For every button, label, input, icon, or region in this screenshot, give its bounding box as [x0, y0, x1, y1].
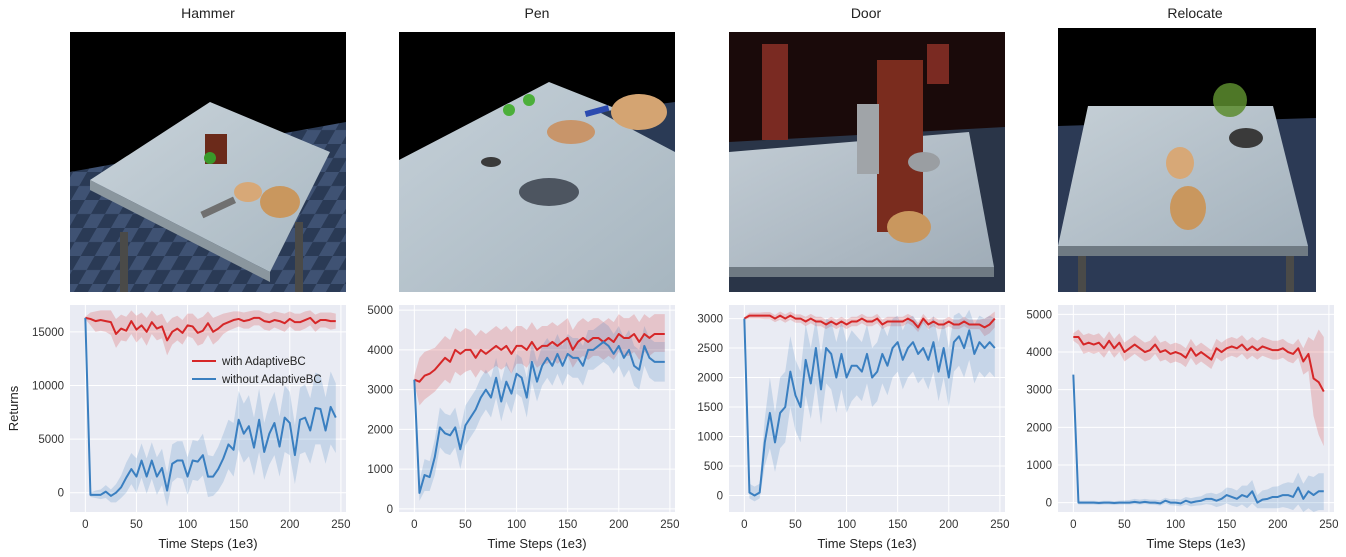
- series-line: [413, 333, 665, 383]
- plot-background: [729, 305, 1005, 512]
- x-axis-label: Time Steps (1e3): [158, 536, 257, 551]
- plot-background: [399, 305, 675, 512]
- series-line: [743, 318, 996, 497]
- plot-background: [1058, 305, 1334, 512]
- x-tick-label: 0: [1070, 519, 1076, 531]
- relocate-scene-image: [1058, 28, 1316, 292]
- series-line: [1072, 374, 1324, 505]
- series-line: [1073, 335, 1325, 393]
- x-axis-label: Time Steps (1e3): [1146, 536, 1245, 551]
- y-tick-label: 15000: [32, 327, 64, 339]
- x-tick-label: 150: [1217, 519, 1236, 531]
- x-tick-label: 150: [888, 519, 907, 531]
- y-tick-label: 0: [58, 488, 64, 500]
- relocate-returns-plot: 0 50 100 150 200 250 0 1000 2000 3000 4000 5000 Time…: [1026, 305, 1338, 551]
- confidence-band: [414, 314, 665, 406]
- door-returns-plot: 0 50 100 150 200 250050010001500200025003000T…: [697, 305, 1009, 551]
- x-tick-label: 200: [280, 519, 299, 531]
- x-tick-label: 200: [609, 519, 628, 531]
- x-tick-label: 250: [1319, 519, 1338, 531]
- x-tick-label: 150: [558, 519, 577, 531]
- y-tick-label: 0: [1046, 498, 1052, 510]
- confidence-band: [85, 316, 336, 507]
- y-tick-label: 5000: [1026, 309, 1052, 321]
- hammer-returns-plot: 0 50 100 150 200 250 0 5000 10000 15000 Time Steps…: [6, 305, 350, 551]
- y-tick-label: 3000: [697, 314, 723, 326]
- panel-title-pen: Pen: [524, 5, 550, 21]
- x-tick-label: 200: [1268, 519, 1287, 531]
- legend-entry: with AdaptiveBC: [221, 356, 306, 368]
- y-tick-label: 4000: [1026, 347, 1052, 359]
- x-tick-label: 0: [741, 519, 747, 531]
- y-axis-label: Returns: [6, 385, 21, 431]
- x-tick-label: 50: [1118, 519, 1131, 531]
- panel-title-relocate: Relocate: [1167, 5, 1223, 21]
- y-tick-label: 10000: [32, 380, 64, 392]
- panel-title-door: Door: [850, 5, 882, 21]
- y-tick-label: 2000: [697, 373, 723, 385]
- x-tick-label: 250: [331, 519, 350, 531]
- x-tick-label: 250: [990, 519, 1009, 531]
- panel-title-hammer: Hammer: [181, 5, 235, 21]
- y-tick-label: 0: [387, 504, 393, 516]
- x-tick-label: 100: [1166, 519, 1185, 531]
- x-tick-label: 100: [507, 519, 526, 531]
- x-tick-label: 50: [459, 519, 472, 531]
- y-tick-label: 1000: [697, 432, 723, 444]
- y-tick-label: 5000: [367, 305, 393, 317]
- x-tick-label: 100: [178, 519, 197, 531]
- y-tick-label: 1500: [697, 402, 723, 414]
- x-tick-label: 200: [939, 519, 958, 531]
- confidence-band: [744, 311, 995, 337]
- pen-returns-plot: 0 50 100 150 200 250 0 1000 2000 3000 4000 5000 Time…: [367, 305, 679, 551]
- y-tick-label: 500: [704, 461, 723, 473]
- x-tick-label: 50: [130, 519, 143, 531]
- confidence-band: [414, 322, 665, 501]
- door-scene-image: [729, 32, 1005, 292]
- y-tick-label: 1000: [1026, 460, 1052, 472]
- series-line: [84, 317, 337, 497]
- y-tick-label: 2000: [367, 424, 393, 436]
- x-tick-label: 100: [837, 519, 856, 531]
- x-tick-label: 0: [82, 519, 88, 531]
- y-tick-label: 2500: [697, 343, 723, 355]
- y-tick-label: 3000: [1026, 385, 1052, 397]
- x-tick-label: 50: [789, 519, 802, 531]
- x-tick-label: 0: [411, 519, 417, 531]
- y-tick-label: 0: [717, 490, 723, 502]
- series-line: [413, 340, 665, 494]
- y-tick-label: 4000: [367, 345, 393, 357]
- confidence-band: [744, 309, 995, 502]
- hammer-scene-image: [70, 32, 346, 292]
- series-line: [743, 314, 996, 329]
- x-axis-label: Time Steps (1e3): [817, 536, 916, 551]
- y-tick-label: 5000: [38, 434, 64, 446]
- y-tick-label: 1000: [367, 464, 393, 476]
- x-axis-label: Time Steps (1e3): [487, 536, 586, 551]
- legend-entry: without AdaptiveBC: [221, 374, 322, 386]
- y-tick-label: 3000: [367, 385, 393, 397]
- series-line: [85, 316, 336, 342]
- confidence-band: [1073, 370, 1324, 512]
- y-tick-label: 2000: [1026, 422, 1052, 434]
- x-tick-label: 250: [660, 519, 679, 531]
- x-tick-label: 150: [229, 519, 248, 531]
- pen-scene-image: [399, 32, 675, 292]
